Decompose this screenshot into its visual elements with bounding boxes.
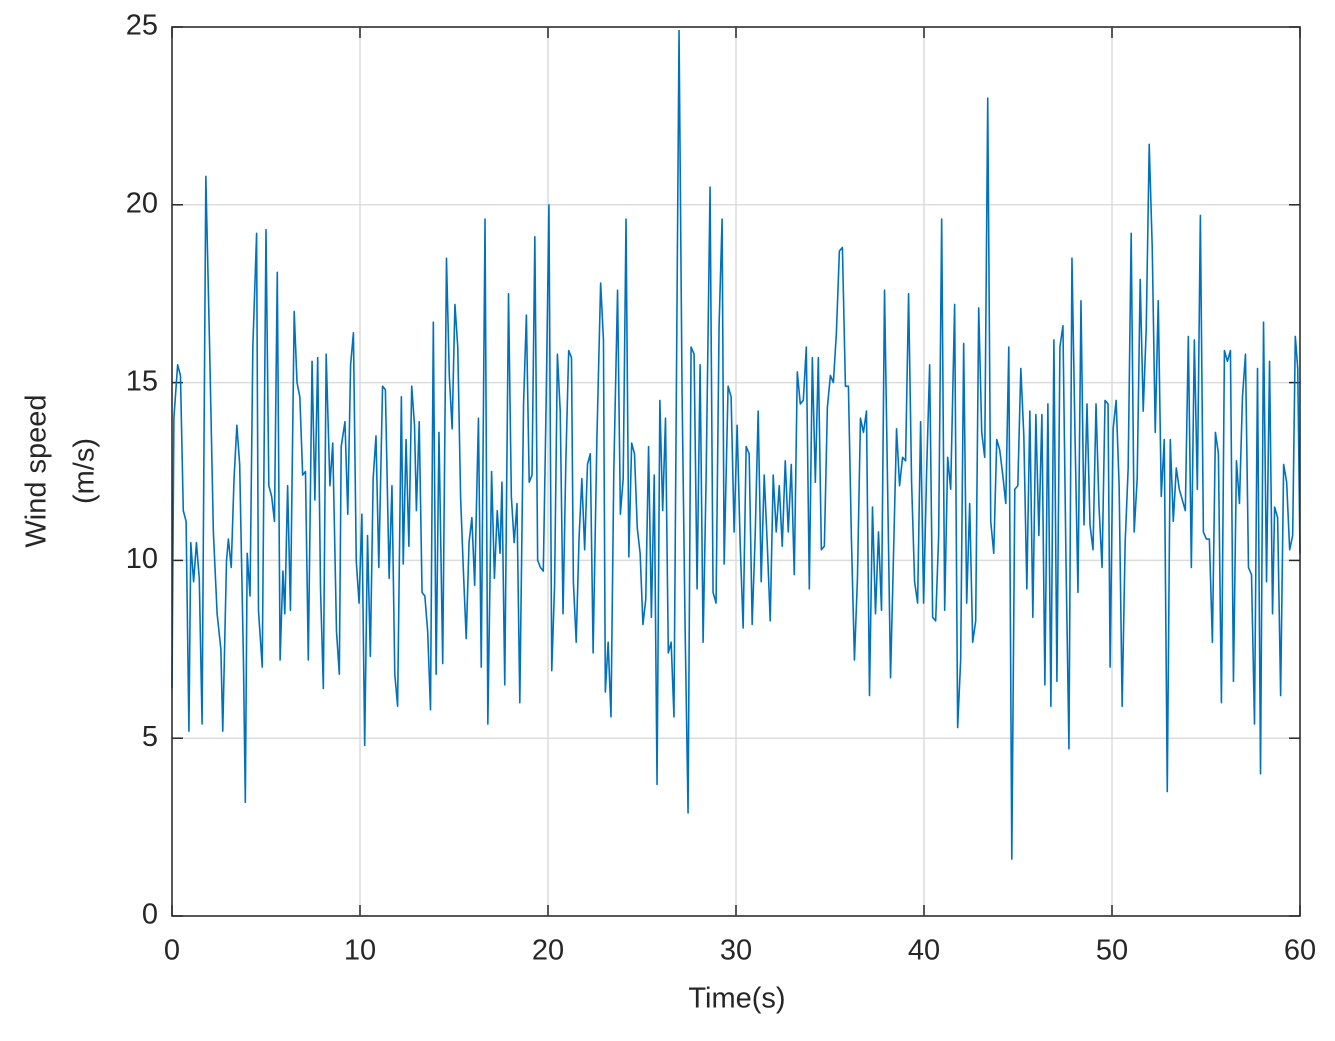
plot-frame <box>171 26 1301 917</box>
y-tick-label: 5 <box>142 721 158 753</box>
x-tick-label: 0 <box>164 935 180 967</box>
y-tick-label: 0 <box>142 899 158 931</box>
y-tick-label: 15 <box>126 365 158 397</box>
x-tick-label: 40 <box>908 935 940 967</box>
y-tick-label: 10 <box>126 543 158 575</box>
x-tick-label: 50 <box>1096 935 1128 967</box>
x-axis-label: Time(s) <box>688 983 785 1015</box>
y-axis-label: (m/s) <box>69 438 101 504</box>
x-tick-label: 20 <box>532 935 564 967</box>
x-tick-label: 60 <box>1284 935 1316 967</box>
x-tick-label: 30 <box>720 935 752 967</box>
x-tick-label: 10 <box>344 935 376 967</box>
y-axis-label: Wind speed <box>21 394 53 547</box>
y-tick-label: 25 <box>126 10 158 42</box>
data-line <box>171 29 1301 860</box>
y-tick-label: 20 <box>126 187 158 219</box>
